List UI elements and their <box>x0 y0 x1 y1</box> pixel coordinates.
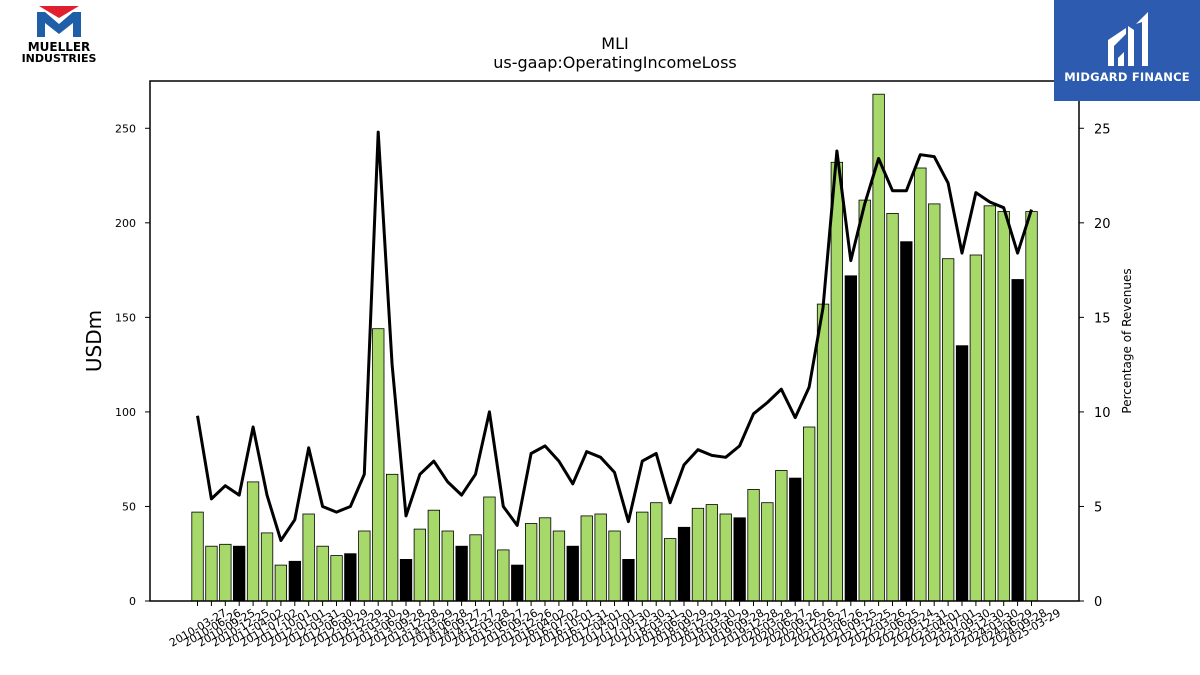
y-tick-label: 50 <box>122 500 136 513</box>
midgard-finance-logo: MIDGARD FINANCE <box>1054 0 1200 101</box>
bar <box>232 545 246 602</box>
bar <box>969 254 982 602</box>
y-tick-label: 200 <box>115 217 136 230</box>
bar <box>538 517 552 602</box>
midgard-finance-text: MIDGARD FINANCE <box>1064 70 1190 84</box>
bar <box>205 545 218 602</box>
bar <box>983 205 996 602</box>
bar <box>928 203 941 602</box>
bar <box>1011 279 1024 602</box>
chart-subtitle: us-gaap:OperatingIncomeLoss <box>493 53 737 72</box>
bar <box>608 530 621 602</box>
y2-tick-label: 15 <box>1094 311 1111 326</box>
bar <box>1025 211 1038 602</box>
bar <box>803 426 816 602</box>
mueller-m-icon <box>37 6 81 37</box>
bar <box>636 511 649 602</box>
bar <box>775 470 788 602</box>
bar <box>705 504 718 602</box>
bar <box>900 241 913 602</box>
bar <box>525 523 538 602</box>
bar <box>552 530 566 602</box>
bar <box>733 517 746 602</box>
y-axis: 0 50 100 150 200 250 <box>115 122 150 608</box>
bar <box>441 530 454 602</box>
bar <box>858 199 871 602</box>
bars-group <box>191 93 1038 602</box>
bar <box>580 515 593 602</box>
y2-tick-label: 5 <box>1094 500 1102 515</box>
bar <box>886 212 899 602</box>
bar <box>511 564 524 602</box>
bar <box>358 530 371 602</box>
bar <box>330 555 343 602</box>
x-axis: 2010-03-272010-06-262010-09-252010-12-25… <box>167 601 1063 650</box>
y2-tick-label: 20 <box>1094 217 1111 232</box>
midgard-emblem-icon <box>1108 12 1148 66</box>
bar <box>566 545 579 602</box>
y2-tick-label: 10 <box>1094 406 1111 421</box>
y2-tick-label: 0 <box>1094 595 1102 610</box>
bar <box>691 507 705 602</box>
bar <box>372 328 385 602</box>
bar <box>914 167 927 602</box>
logo-line2: INDUSTRIES <box>21 52 97 65</box>
y-tick-label: 0 <box>129 595 136 608</box>
logo-line1: MUELLER <box>27 40 91 54</box>
y-tick-label: 100 <box>115 406 136 419</box>
bar <box>789 477 802 602</box>
bar <box>650 502 663 602</box>
bar <box>483 496 496 602</box>
bar <box>427 509 441 602</box>
mueller-industries-logo: MUELLER INDUSTRIES <box>18 6 100 66</box>
bar <box>191 511 204 602</box>
y2-tick-label: 25 <box>1094 122 1111 137</box>
y2-axis-label: Percentage of Revenues <box>1120 268 1134 413</box>
bar <box>997 211 1010 602</box>
bar <box>455 545 468 602</box>
bar <box>260 532 274 602</box>
bar <box>302 513 315 602</box>
chart-title: MLI <box>601 34 628 53</box>
bar <box>664 538 677 602</box>
bar <box>344 553 357 602</box>
bar <box>816 303 830 602</box>
y-tick-label: 150 <box>115 311 136 324</box>
bar <box>719 513 732 602</box>
bar <box>399 559 413 602</box>
bar <box>413 528 427 602</box>
bar <box>942 258 955 602</box>
bar <box>677 526 691 602</box>
bar <box>274 564 288 602</box>
bar <box>955 345 969 602</box>
y2-axis: 0 5 10 15 20 25 <box>1079 122 1111 610</box>
bar <box>246 481 260 602</box>
percentage-line <box>196 130 1033 542</box>
bar <box>844 275 857 602</box>
bar <box>288 560 302 602</box>
bar <box>622 559 635 602</box>
bar <box>761 502 774 602</box>
bar <box>497 549 510 602</box>
bar <box>594 513 607 602</box>
y-tick-label: 250 <box>115 122 136 135</box>
bar <box>747 488 760 602</box>
bar <box>316 545 329 602</box>
bar <box>219 543 232 602</box>
y-axis-label: USDm <box>82 310 106 372</box>
bar <box>385 473 399 602</box>
bar <box>469 534 482 602</box>
bar <box>830 161 843 602</box>
